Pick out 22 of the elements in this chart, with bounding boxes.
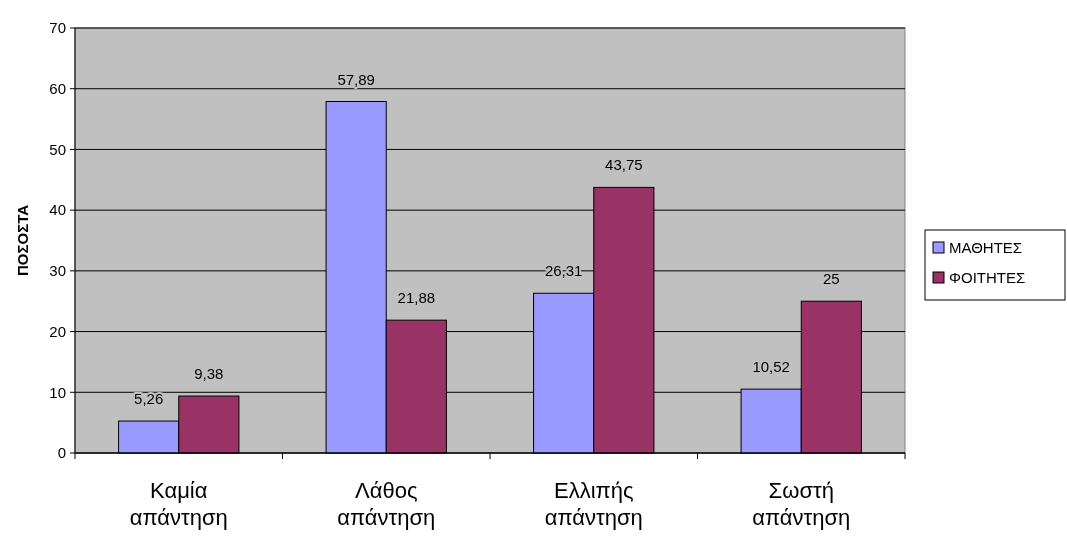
- data-label: 57,89: [337, 70, 375, 88]
- data-label: 43,75: [605, 156, 643, 174]
- y-tick-label: 50: [49, 140, 66, 158]
- data-label: 5,26: [134, 390, 164, 408]
- y-tick-label: 0: [57, 444, 66, 462]
- data-label: 10,52: [752, 358, 790, 376]
- x-tick-label: Καμία απάντηση: [129, 478, 228, 530]
- y-tick-label: 70: [49, 19, 66, 37]
- y-tick-label: 60: [49, 79, 66, 97]
- y-tick-label: 20: [49, 322, 66, 340]
- x-tick-label: Λάθος απάντηση: [337, 478, 436, 530]
- data-label: 21,88: [397, 289, 436, 307]
- y-tick-label: 30: [49, 262, 66, 280]
- x-tick-label: Σωστή απάντηση: [752, 478, 851, 530]
- legend-label: ΜΑΘΗΤΕΣ: [949, 239, 1023, 257]
- y-tick-label: 40: [49, 201, 66, 219]
- data-label: 9,38: [194, 365, 224, 383]
- data-label: 25: [822, 270, 840, 288]
- x-tick-label: Ελλιπής απάντηση: [544, 478, 643, 530]
- y-tick-label: 10: [49, 383, 66, 401]
- y-axis-title: ΠΟΣΟΣΤΑ: [14, 204, 31, 277]
- legend-label: ΦΟΙΤΗΤΕΣ: [949, 269, 1026, 287]
